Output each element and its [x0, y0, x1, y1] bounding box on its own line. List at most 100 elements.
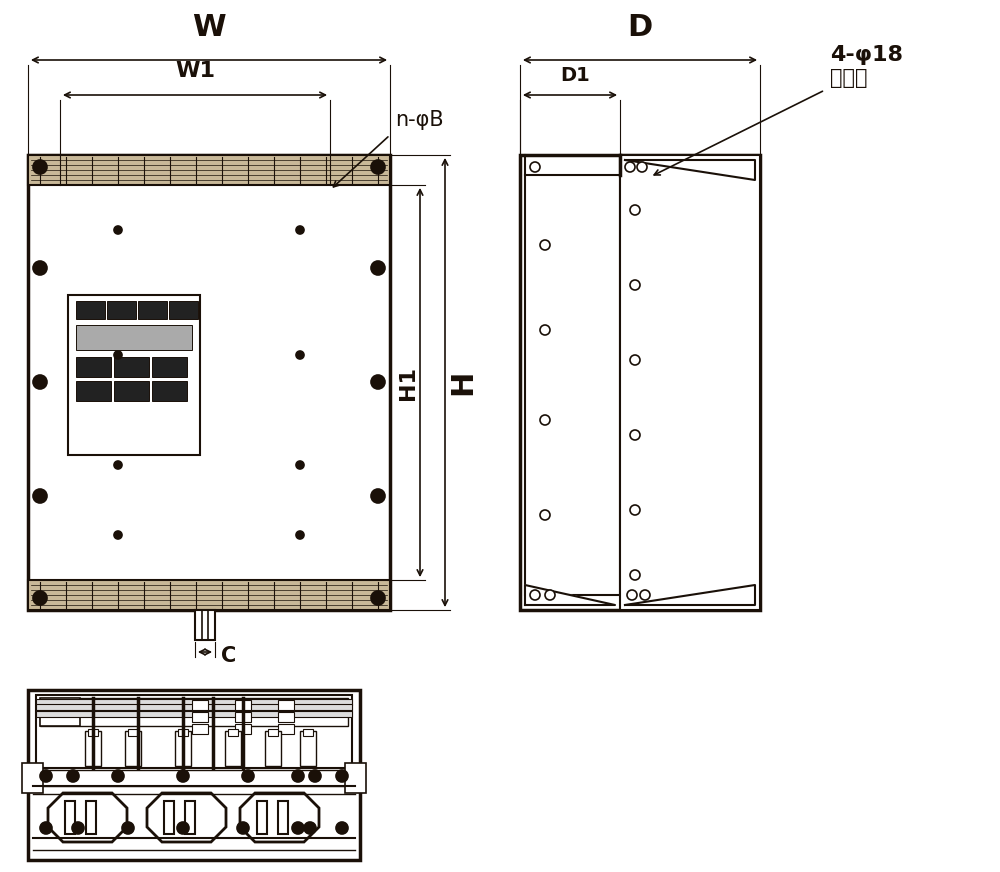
Bar: [192, 724, 208, 734]
Circle shape: [40, 822, 52, 834]
Circle shape: [114, 461, 122, 469]
Text: D1: D1: [560, 66, 590, 85]
Bar: [152, 357, 187, 377]
Bar: [36, 699, 352, 705]
Polygon shape: [625, 585, 755, 605]
Bar: [30, 770, 358, 786]
Circle shape: [630, 570, 640, 580]
Circle shape: [33, 261, 47, 275]
Bar: [192, 700, 208, 710]
Circle shape: [630, 430, 640, 440]
Circle shape: [122, 822, 134, 834]
Bar: [278, 724, 294, 734]
Bar: [278, 700, 294, 710]
Bar: [300, 731, 316, 766]
Bar: [278, 801, 288, 834]
Circle shape: [640, 590, 650, 600]
Bar: [40, 698, 348, 726]
Circle shape: [627, 590, 637, 600]
Bar: [178, 729, 188, 736]
Circle shape: [540, 240, 550, 250]
Bar: [175, 731, 191, 766]
Circle shape: [304, 822, 316, 834]
Circle shape: [625, 162, 635, 172]
Text: W: W: [192, 13, 226, 42]
Bar: [169, 301, 198, 319]
Bar: [125, 731, 141, 766]
Bar: [107, 301, 136, 319]
Circle shape: [530, 590, 540, 600]
Bar: [22, 763, 43, 793]
Circle shape: [296, 531, 304, 539]
Text: C: C: [221, 646, 236, 666]
Circle shape: [114, 351, 122, 359]
Bar: [164, 801, 174, 834]
Bar: [235, 712, 251, 722]
Circle shape: [630, 505, 640, 515]
Bar: [40, 698, 80, 726]
Circle shape: [530, 162, 540, 172]
Polygon shape: [240, 793, 319, 842]
Circle shape: [630, 355, 640, 365]
Bar: [76, 357, 111, 377]
Circle shape: [371, 591, 385, 605]
Circle shape: [292, 822, 304, 834]
Text: W1: W1: [175, 61, 215, 81]
Circle shape: [112, 770, 124, 782]
Bar: [192, 712, 208, 722]
Bar: [152, 381, 187, 401]
Circle shape: [67, 770, 79, 782]
Bar: [225, 731, 241, 766]
Text: 4-φ18: 4-φ18: [830, 45, 903, 65]
Bar: [138, 301, 167, 319]
Text: n-φB: n-φB: [395, 110, 444, 130]
Bar: [128, 729, 138, 736]
Bar: [345, 763, 366, 793]
Circle shape: [296, 461, 304, 469]
Text: H1: H1: [398, 365, 418, 399]
Bar: [520, 155, 760, 610]
Circle shape: [371, 489, 385, 503]
Circle shape: [630, 280, 640, 290]
Circle shape: [540, 415, 550, 425]
Text: 吹り穴: 吹り穴: [830, 68, 868, 88]
Bar: [265, 731, 281, 766]
Bar: [36, 704, 352, 710]
Bar: [303, 729, 313, 736]
Polygon shape: [525, 585, 615, 605]
Circle shape: [177, 822, 189, 834]
Bar: [268, 729, 278, 736]
Circle shape: [637, 162, 647, 172]
Polygon shape: [147, 793, 226, 842]
Circle shape: [371, 375, 385, 389]
Circle shape: [33, 591, 47, 605]
Bar: [228, 729, 238, 736]
Bar: [76, 325, 192, 350]
Bar: [76, 301, 105, 319]
Bar: [185, 801, 195, 834]
Bar: [28, 155, 390, 610]
Circle shape: [177, 770, 189, 782]
Circle shape: [33, 160, 47, 174]
Bar: [257, 801, 267, 834]
Bar: [65, 801, 75, 834]
Circle shape: [33, 489, 47, 503]
Bar: [68, 295, 200, 455]
Bar: [28, 580, 390, 610]
Circle shape: [242, 770, 254, 782]
Bar: [114, 381, 149, 401]
Bar: [235, 700, 251, 710]
Bar: [525, 175, 620, 595]
Bar: [88, 729, 98, 736]
Text: H: H: [448, 370, 478, 395]
Polygon shape: [625, 160, 755, 180]
Circle shape: [114, 226, 122, 234]
Circle shape: [114, 531, 122, 539]
Circle shape: [371, 160, 385, 174]
Circle shape: [336, 822, 348, 834]
Circle shape: [630, 205, 640, 215]
Circle shape: [296, 351, 304, 359]
Circle shape: [237, 822, 249, 834]
Circle shape: [72, 822, 84, 834]
Circle shape: [33, 375, 47, 389]
